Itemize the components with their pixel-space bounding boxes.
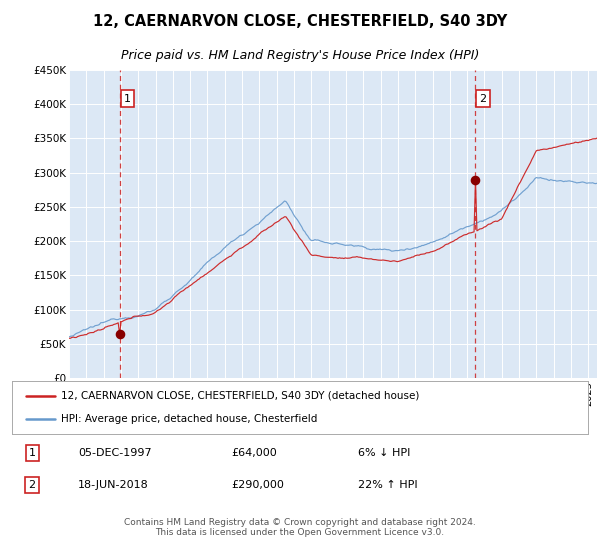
Text: 22% ↑ HPI: 22% ↑ HPI [358,480,417,490]
Text: 1: 1 [124,94,131,104]
Text: 2: 2 [29,480,36,490]
Text: 2: 2 [479,94,487,104]
Text: HPI: Average price, detached house, Chesterfield: HPI: Average price, detached house, Ches… [61,414,317,424]
Text: Price paid vs. HM Land Registry's House Price Index (HPI): Price paid vs. HM Land Registry's House … [121,49,479,62]
Text: 18-JUN-2018: 18-JUN-2018 [78,480,149,490]
Text: 12, CAERNARVON CLOSE, CHESTERFIELD, S40 3DY (detached house): 12, CAERNARVON CLOSE, CHESTERFIELD, S40 … [61,391,419,401]
Text: £290,000: £290,000 [231,480,284,490]
Text: 1: 1 [29,448,35,458]
Text: 05-DEC-1997: 05-DEC-1997 [78,448,152,458]
Text: 12, CAERNARVON CLOSE, CHESTERFIELD, S40 3DY: 12, CAERNARVON CLOSE, CHESTERFIELD, S40 … [93,14,507,29]
Text: Contains HM Land Registry data © Crown copyright and database right 2024.
This d: Contains HM Land Registry data © Crown c… [124,518,476,538]
Point [470,175,480,184]
Text: £64,000: £64,000 [231,448,277,458]
Text: 6% ↓ HPI: 6% ↓ HPI [358,448,410,458]
Point [115,330,124,339]
